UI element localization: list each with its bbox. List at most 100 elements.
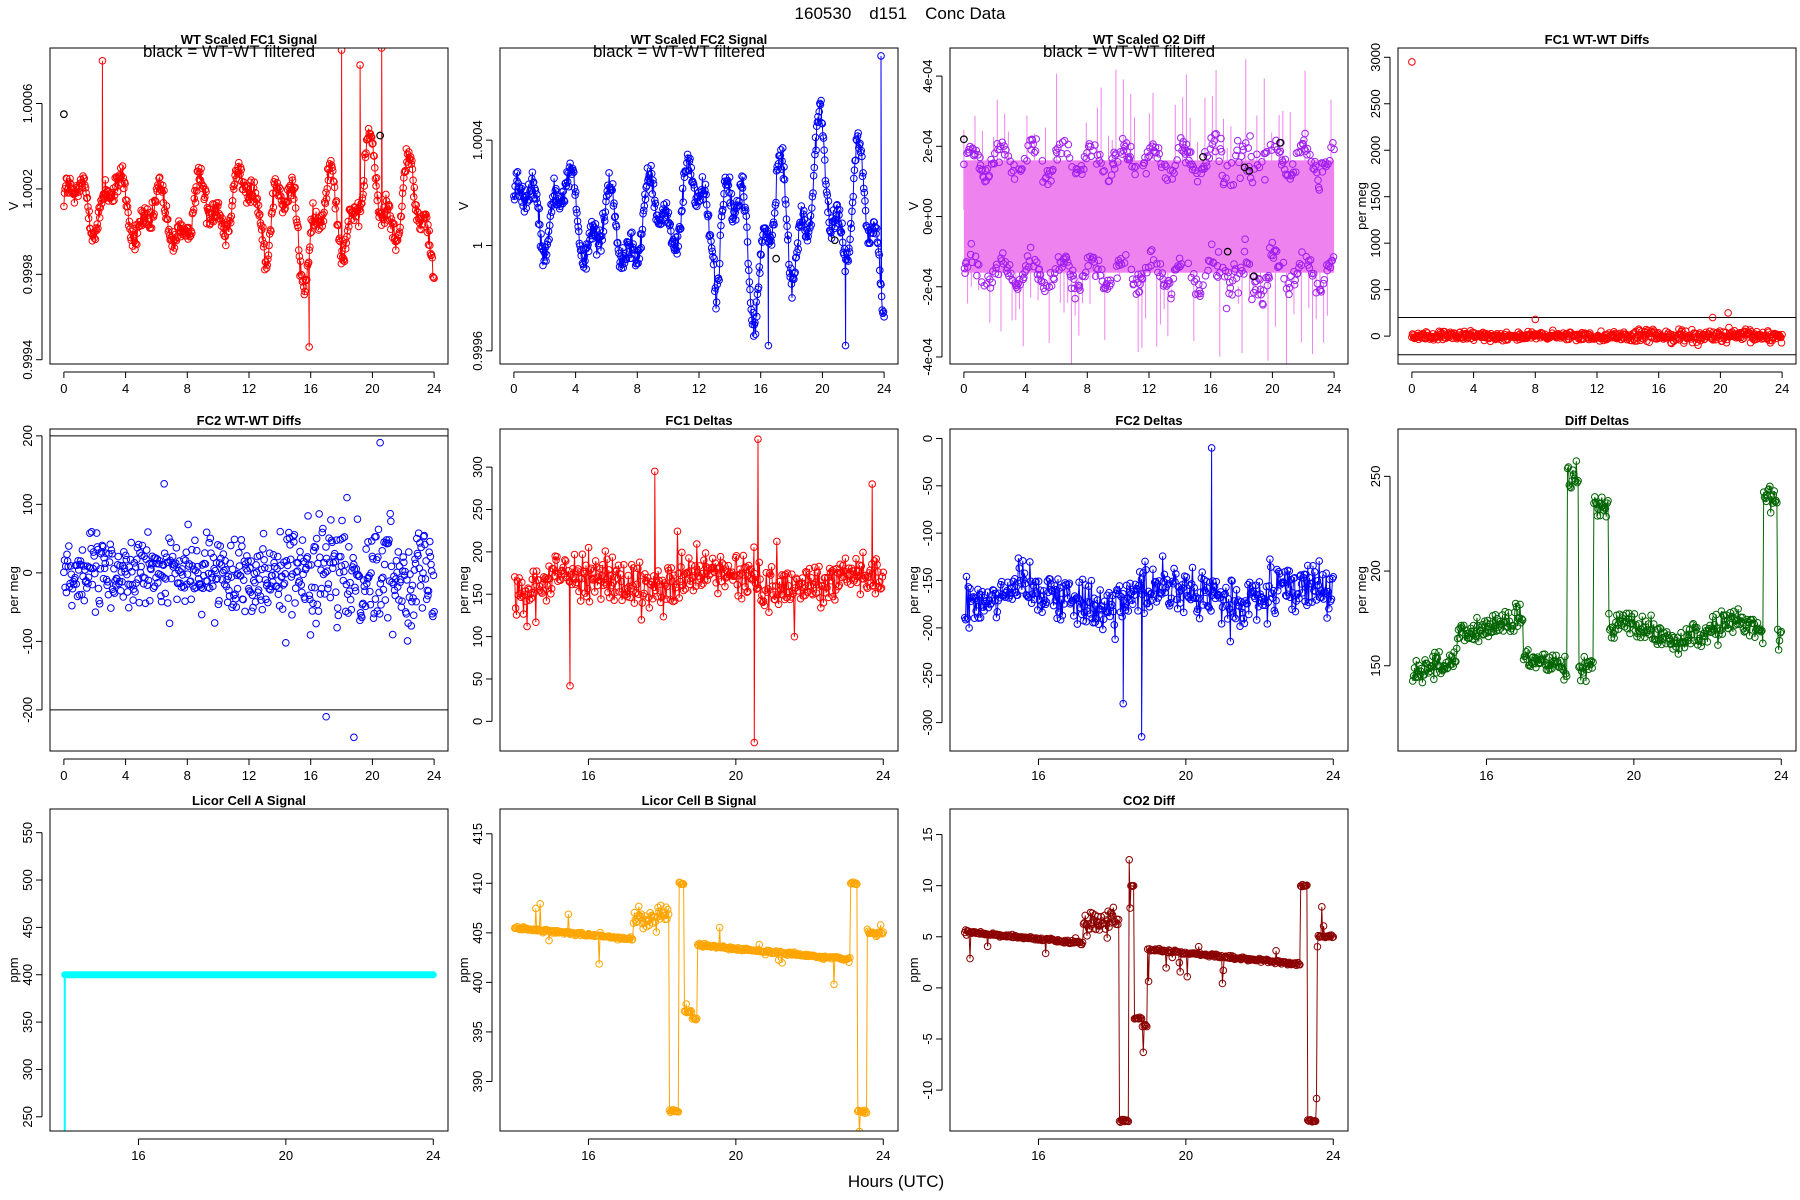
data-point: [703, 576, 712, 584]
data-point: [692, 1015, 700, 1024]
data-point: [599, 227, 608, 236]
data-point: [1329, 253, 1338, 261]
data-point: [868, 480, 877, 488]
data-point: [418, 220, 427, 229]
data-point: [201, 193, 209, 202]
data-point: [1004, 152, 1013, 160]
y-tick-label: 4e-04: [920, 59, 935, 92]
data-point: [428, 253, 437, 262]
panel-title: Diff Deltas: [1565, 413, 1629, 428]
y-axis-label: V: [456, 201, 471, 210]
data-point: [190, 194, 199, 203]
data-point: [679, 586, 688, 595]
data-point: [1217, 134, 1225, 143]
data-point: [178, 565, 186, 573]
data-point: [756, 269, 764, 277]
data-point: [1137, 732, 1146, 741]
data-point: [1230, 613, 1238, 621]
data-point: [1314, 176, 1322, 185]
data-point: [670, 243, 678, 252]
data-point: [702, 190, 710, 199]
data-point: [1234, 289, 1243, 297]
data-point: [338, 516, 346, 525]
data-point: [738, 184, 747, 192]
data-point: [1231, 614, 1240, 623]
data-point: [1084, 262, 1092, 270]
data-point: [304, 512, 312, 520]
data-point: [808, 192, 817, 201]
data-point: [75, 591, 84, 599]
data-point: [1309, 269, 1318, 278]
data-point: [309, 199, 317, 207]
panel-title: WT Scaled FC1 Signal: [181, 32, 318, 47]
data-point: [651, 196, 659, 205]
data-point: [84, 573, 93, 582]
data-point: [1213, 261, 1222, 270]
data-point: [735, 197, 743, 206]
data-point: [1162, 583, 1170, 592]
data-point: [127, 538, 136, 547]
data-point: [767, 562, 776, 571]
data-point: [1227, 576, 1236, 585]
data-point: [407, 160, 416, 168]
data-point: [358, 194, 367, 202]
data-point: [635, 911, 644, 920]
data-point: [717, 221, 725, 230]
data-point: [533, 199, 542, 207]
x-tick-label: 24: [1775, 381, 1789, 396]
data-point: [763, 588, 771, 596]
data-point: [1076, 166, 1085, 174]
data-point: [366, 600, 375, 609]
data-point: [1253, 150, 1261, 159]
data-point: [574, 222, 582, 231]
data-point: [630, 599, 639, 607]
panel-title: FC2 Deltas: [1115, 413, 1182, 428]
data-point: [777, 146, 785, 154]
data-point: [574, 227, 583, 236]
data-point: [854, 144, 863, 152]
data-point: [384, 539, 393, 547]
data-point: [1096, 150, 1104, 159]
data-point: [839, 561, 847, 570]
data-point: [1047, 177, 1055, 185]
data-point: [1126, 579, 1134, 588]
data-point: [268, 207, 276, 216]
data-point: [294, 223, 302, 232]
data-point: [857, 146, 866, 155]
data-point: [614, 246, 623, 254]
data-point: [784, 231, 793, 240]
data-point: [1653, 640, 1662, 648]
data-point: [735, 201, 744, 210]
x-tick-label: 4: [572, 381, 579, 396]
data-point: [860, 575, 868, 583]
y-axis: -300-250-200-150-100-500: [920, 435, 943, 736]
data-point: [1087, 576, 1096, 585]
data-point: [1245, 260, 1254, 268]
data-point: [381, 207, 390, 216]
data-point: [1207, 444, 1216, 452]
data-point: [684, 568, 692, 576]
data-point: [181, 597, 189, 605]
data-point: [536, 220, 544, 229]
data-point: [324, 584, 332, 593]
data-point: [1164, 580, 1172, 588]
data-point: [724, 561, 733, 570]
data-point: [1291, 276, 1299, 285]
x-tick-label: 20: [1627, 768, 1641, 783]
data-point: [160, 549, 169, 558]
data-point: [198, 561, 207, 569]
data-point: [600, 213, 608, 222]
data-point: [361, 602, 370, 611]
data-point: [1111, 635, 1119, 644]
data-point: [191, 536, 199, 545]
data-point: [168, 552, 177, 561]
data-point: [639, 206, 648, 215]
data-point: [1035, 265, 1044, 273]
data-point: [663, 905, 672, 914]
data-point: [282, 198, 291, 207]
data-point: [1011, 575, 1019, 583]
data-point: [1296, 148, 1304, 157]
data-point: [740, 193, 748, 201]
data-point: [408, 581, 417, 590]
